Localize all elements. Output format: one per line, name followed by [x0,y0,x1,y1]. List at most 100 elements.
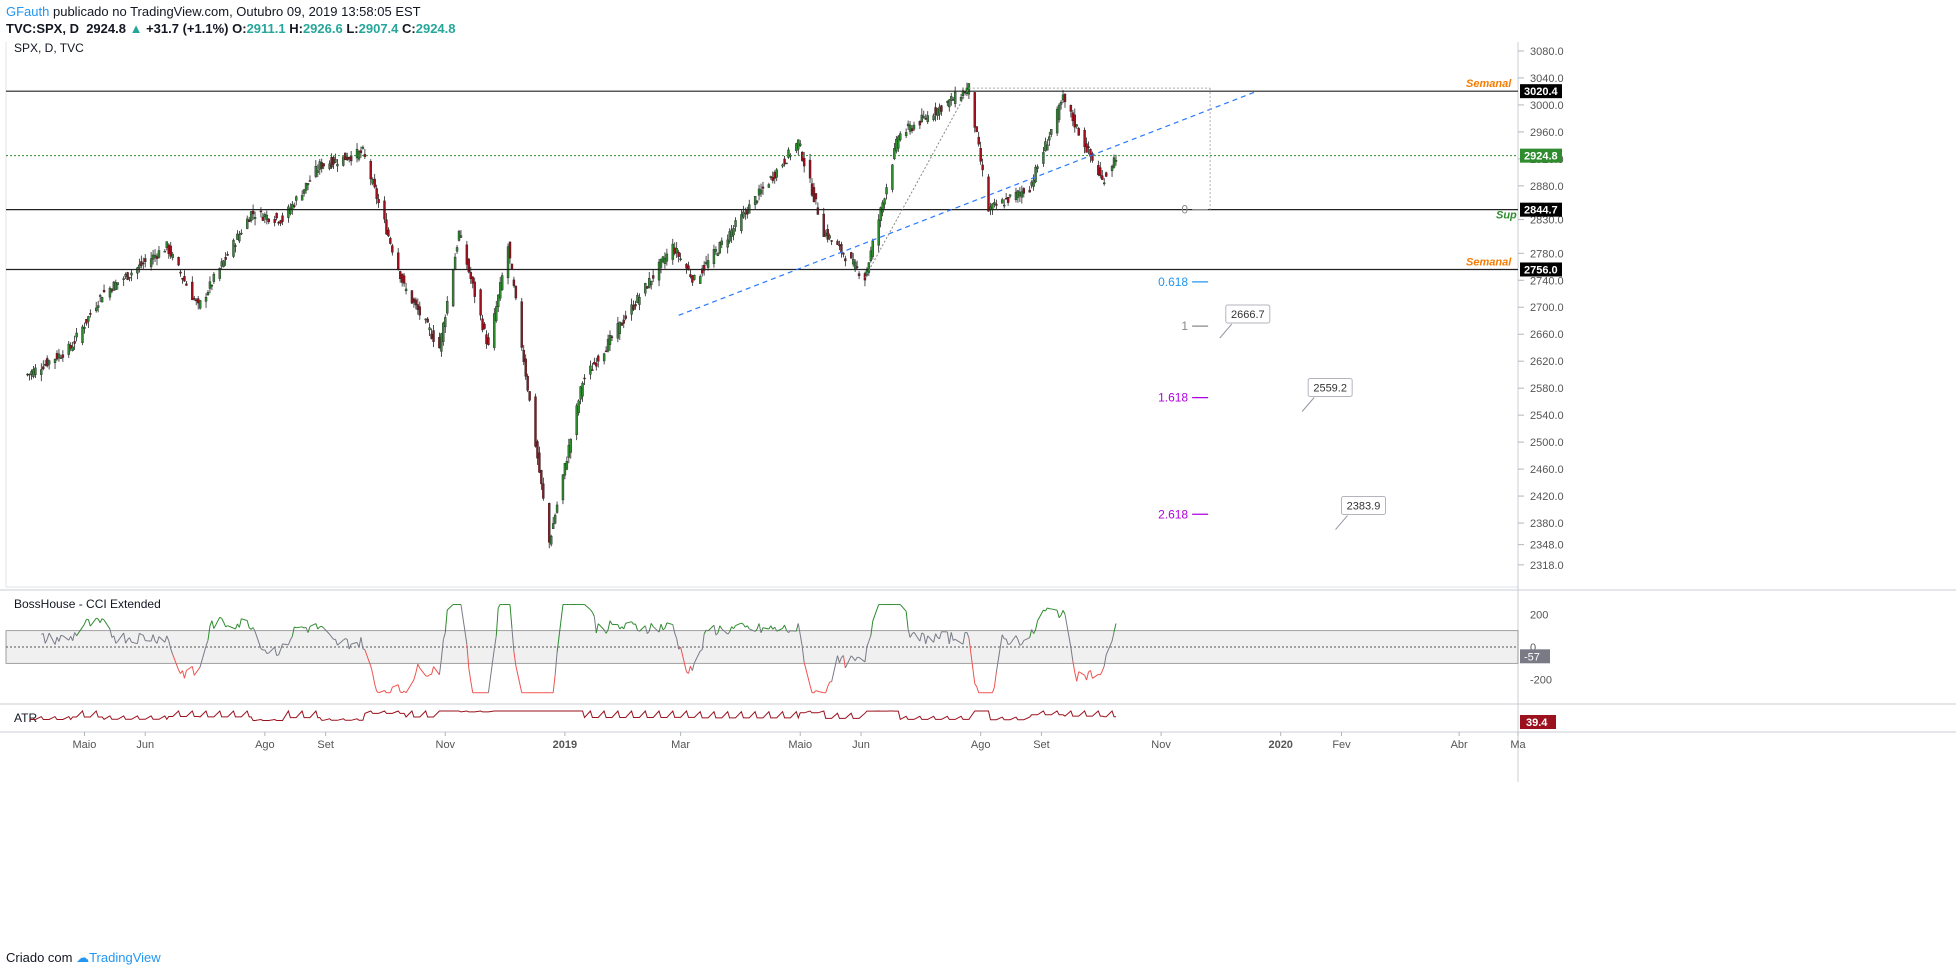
candle [730,229,733,237]
y-tick-label: 2380.0 [1530,518,1564,530]
cci-segment [158,636,166,643]
candle [465,244,469,265]
candle [1099,167,1102,176]
cci-segment [139,632,142,635]
cci-segment [913,631,921,642]
cci-segment [274,646,278,656]
x-tick-label: Jun [852,739,870,751]
candle [471,276,474,284]
candle [142,262,145,265]
cci-segment [493,635,497,649]
candle [306,183,310,186]
candle [198,300,202,309]
chart-canvas[interactable]: SPX, D, TVC3120.03080.03040.03000.02960.… [0,42,1956,946]
candle [579,386,582,400]
cci-segment [268,646,276,654]
candle [720,240,723,245]
publish-info: GFauth publicado no TradingView.com, Out… [6,4,421,19]
candle [959,97,963,101]
cci-segment [487,648,495,693]
cci-segment [331,636,334,640]
candle [457,231,461,241]
cci-segment [850,655,854,659]
cci-segment [264,649,268,654]
cci-segment [411,679,415,684]
author-link[interactable]: GFauth [6,4,50,19]
candle [224,257,227,260]
cci-segment [693,650,701,664]
candle [412,298,416,303]
cci-segment [433,666,440,676]
candle [540,470,543,485]
candle [459,235,463,238]
candle [277,221,280,224]
cci-segment [417,663,421,669]
y-tick-label: 2700.0 [1530,302,1564,314]
cci-segment [511,628,515,652]
candle [53,358,57,364]
cci-segment [993,672,997,688]
candle [45,358,49,367]
cci-segment [389,687,393,693]
candle [212,274,216,282]
tradingview-logo-icon[interactable]: ☁ [76,950,90,965]
candle [44,364,47,366]
candle [279,220,282,224]
candle [975,126,978,132]
candle [1036,166,1039,169]
candle [810,183,814,196]
cci-segment [97,618,101,623]
cci-segment [1092,673,1099,679]
cci-pane[interactable]: BossHouse - CCI Extended 200 0 -200 -57 [0,589,1956,694]
cci-segment [195,669,199,673]
candle [273,219,276,223]
callout-label: 2383.9 [1347,501,1381,513]
cci-segment [1070,647,1074,662]
candle [632,305,635,310]
tradingview-brand[interactable]: TradingView [89,950,161,965]
cci-segment [294,626,297,629]
candle [1057,104,1061,120]
cci-segment [866,641,870,647]
price-pane[interactable]: SPX, D, TVC3120.03080.03040.03000.02960.… [5,42,1564,782]
candle [726,239,729,248]
candle [787,149,790,158]
atr-pane[interactable]: ATR 39.4 [0,703,1956,729]
callout-label: 2666.7 [1231,309,1265,321]
candle [493,313,496,348]
cci-segment [197,666,201,671]
cci-segment [672,624,676,634]
cci-segment [715,632,719,636]
candle [432,330,435,342]
candle [26,373,29,376]
cci-segment [741,622,744,625]
cci-segment [1060,610,1064,616]
candle [610,336,614,338]
cci-segment [246,620,250,628]
x-tick-label: 2020 [1268,739,1292,751]
cci-segment [351,641,358,645]
cci-segment [837,655,840,663]
candle [247,219,251,222]
price-tag-bg [1520,262,1562,277]
candle [1028,189,1031,193]
cci-segment [150,634,154,642]
cci-segment [666,622,673,626]
candle [981,164,984,171]
cci-segment [419,667,427,677]
candle [567,445,571,458]
cci-segment [431,666,435,675]
time-axis[interactable]: Maio Jun Ago Set Nov 2019 Mar Maio Jun Ago Set Nov 2… [0,731,1956,751]
cci-segment [221,618,225,623]
candle [689,274,692,277]
candle [73,341,76,344]
candle [565,460,569,470]
candle [371,179,374,184]
y-tick-label: 3040.0 [1530,73,1564,85]
cci-segment [905,611,909,629]
cci-segment [337,639,344,646]
cci-segment [813,690,817,694]
cci-segment [762,627,769,630]
candle [606,338,610,352]
candle [663,257,667,264]
